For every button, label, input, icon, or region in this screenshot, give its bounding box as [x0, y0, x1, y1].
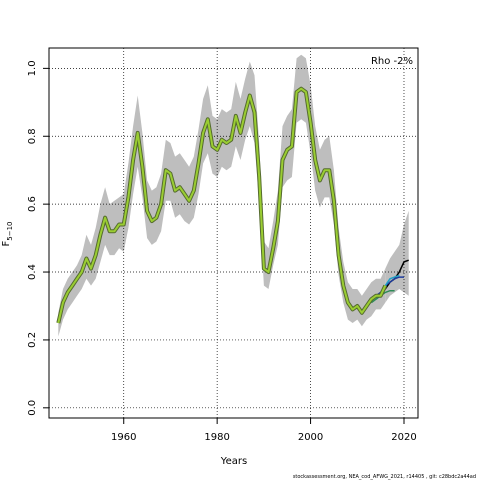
- plot-frame: [48, 47, 419, 419]
- confidence-band-layer: [58, 54, 409, 337]
- x-tick-label: 1960: [111, 432, 136, 443]
- footnote: stockassessment.org, NEA_cod_AFWG_2021, …: [293, 474, 476, 480]
- axes-layer: 1960 1980 2000 2020 0.0 0.2 0.4 0.6 0.8 1.0: [27, 60, 417, 443]
- confidence-band-tail: [385, 210, 409, 303]
- y-tick-label: 0.8: [27, 128, 38, 144]
- x-tick-label: 1980: [204, 432, 229, 443]
- x-tick-label: 2000: [298, 432, 323, 443]
- y-tick-label: 1.0: [27, 60, 38, 76]
- y-axis-title-subscript: 5−10: [6, 222, 14, 241]
- y-tick-label: 0.2: [27, 332, 38, 348]
- main-series-line: [57, 87, 387, 324]
- y-tick-label: 0.4: [27, 264, 38, 280]
- series-layer: [56, 86, 409, 324]
- y-tick-label: 0.6: [27, 196, 38, 212]
- y-tick-label: 0.0: [27, 400, 38, 416]
- rho-annotation: Rho -2%: [371, 56, 413, 67]
- y-axis-title-main: F: [1, 241, 12, 247]
- x-tick-label: 2020: [391, 432, 416, 443]
- x-axis-title: Years: [220, 456, 247, 467]
- confidence-band: [58, 54, 386, 337]
- y-axis-title: F5−10: [1, 222, 14, 247]
